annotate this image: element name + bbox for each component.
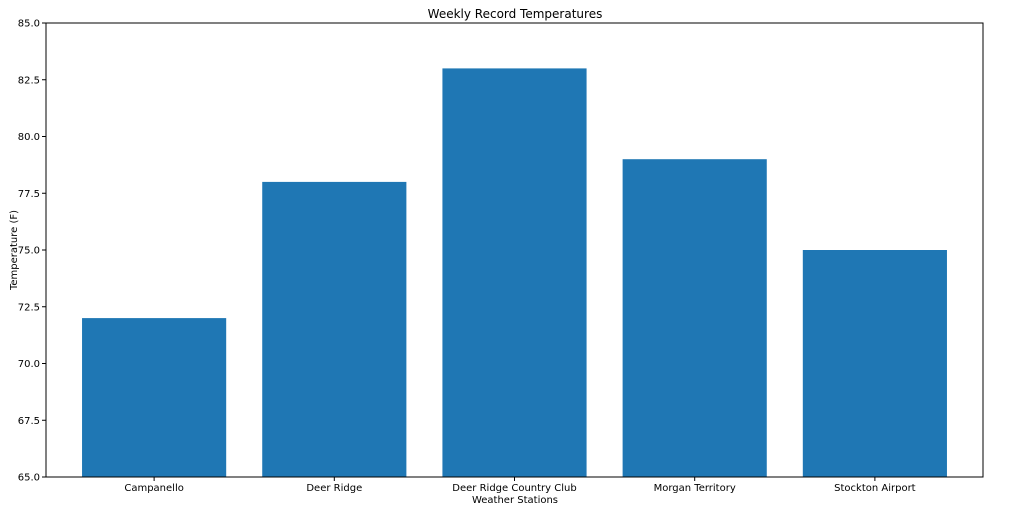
y-tick-label: 82.5 (18, 75, 40, 86)
x-tick-label: Deer Ridge (306, 483, 362, 494)
y-tick-label: 80.0 (18, 132, 40, 143)
y-axis: 65.0 67.5 70.0 72.5 75.0 77.5 80.0 82.5 85.0 (18, 19, 46, 484)
x-tick-label: Stockton Airport (834, 483, 916, 494)
y-tick-label: 72.5 (18, 302, 40, 313)
x-tick-label: Campanello (124, 483, 184, 494)
bar-3 (442, 68, 587, 478)
bar-4 (622, 159, 767, 477)
y-tick-label: 75.0 (18, 246, 40, 257)
x-axis-title: Weather Stations (472, 495, 558, 506)
bars-group (82, 68, 947, 478)
bar-5 (802, 250, 947, 477)
y-tick-label: 85.0 (18, 19, 40, 30)
x-tick-label: Morgan Territory (654, 483, 736, 494)
bar-1 (82, 318, 227, 477)
x-tick-label: Deer Ridge Country Club (452, 483, 576, 494)
y-tick-label: 67.5 (18, 416, 40, 427)
chart-title: Weekly Record Temperatures (428, 7, 603, 21)
y-tick-label: 77.5 (18, 189, 40, 200)
y-tick-label: 70.0 (18, 359, 40, 370)
y-tick-label: 65.0 (18, 473, 40, 484)
x-axis: Campanello Deer Ridge Deer Ridge Country C… (124, 477, 916, 494)
y-axis-title: Temperature (F) (9, 210, 20, 291)
bar-2 (262, 181, 407, 477)
